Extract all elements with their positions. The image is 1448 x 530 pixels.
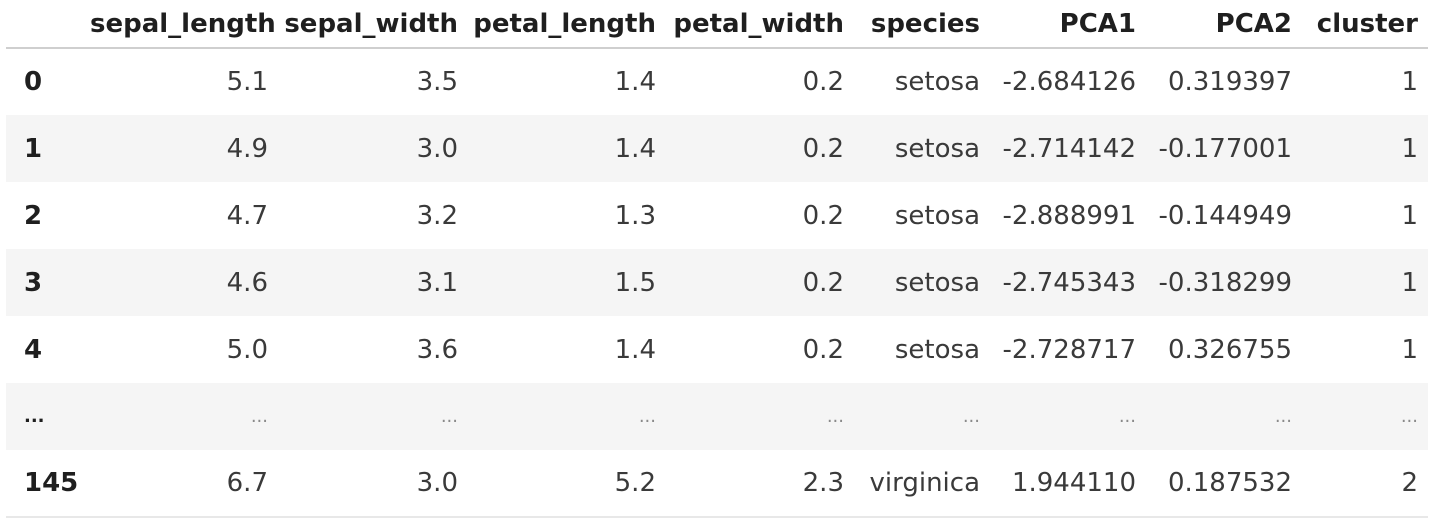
cell-species: setosa [894,334,980,365]
cell-cluster: 1 [1401,334,1418,365]
cell-species: setosa [894,267,980,298]
cell-petal-length: 1.4 [614,133,656,164]
cell-cluster: 1 [1401,267,1418,298]
cell-sepal-length: 6.7 [226,468,268,498]
cell-petal-length: 1.3 [614,200,656,231]
cell-petal-width: 0.2 [802,267,844,298]
cell-ellipsis: ... [826,406,844,427]
cell-sepal-length: 5.1 [226,67,268,97]
cell-pca1: 1.944110 [1011,468,1136,498]
cell-petal-width: 0.2 [802,334,844,365]
table-body: 0 5.1 3.5 1.4 0.2 setosa -2.684126 0.319… [6,48,1428,517]
cell-sepal-length: 5.0 [226,334,268,365]
table-row: 145 6.7 3.0 5.2 2.3 virginica 1.944110 0… [6,450,1428,517]
header-sepal-length: sepal_length [90,0,278,49]
cell-petal-length: 1.4 [614,67,656,97]
cell-sepal-width: 3.0 [416,468,458,498]
dataframe-output: sepal_length sepal_width petal_length pe… [6,0,1428,518]
cell-pca1: -2.745343 [1002,267,1136,298]
cell-species: setosa [894,133,980,164]
cell-petal-width: 0.2 [802,200,844,231]
cell-ellipsis: ... [1118,406,1136,427]
cell-cluster: 1 [1401,133,1418,164]
cell-pca2: 0.326755 [1167,334,1292,365]
table-row: 2 4.7 3.2 1.3 0.2 setosa -2.888991 -0.14… [6,182,1428,249]
cell-ellipsis: ... [1274,406,1292,427]
cell-petal-length: 1.5 [614,267,656,298]
cell-sepal-width: 3.6 [416,334,458,365]
header-row: sepal_length sepal_width petal_length pe… [6,0,1428,49]
cell-ellipsis: ... [1400,406,1418,427]
cell-ellipsis: ... [250,406,268,427]
cell-pca1: -2.728717 [1002,334,1136,365]
header-pca2: PCA2 [1146,0,1302,49]
cell-ellipsis: ... [638,406,656,427]
cell-sepal-width: 3.5 [416,67,458,97]
table-row: 0 5.1 3.5 1.4 0.2 setosa -2.684126 0.319… [6,48,1428,115]
table-header: sepal_length sepal_width petal_length pe… [6,0,1428,49]
cell-species: setosa [894,200,980,231]
row-index: 1 [24,133,43,164]
row-index: 145 [24,468,79,498]
header-sepal-width: sepal_width [278,0,468,49]
header-index [6,0,90,49]
row-index: 0 [24,67,43,97]
cell-pca2: -0.318299 [1158,267,1292,298]
header-pca1: PCA1 [990,0,1146,49]
cell-pca2: 0.319397 [1167,67,1292,97]
cell-sepal-width: 3.1 [416,267,458,298]
cell-sepal-length: 4.6 [226,267,268,298]
cell-sepal-length: 4.9 [226,133,268,164]
cell-cluster: 1 [1401,200,1418,231]
cell-pca1: -2.684126 [1002,67,1136,97]
header-petal-width: petal_width [666,0,854,49]
cell-ellipsis: ... [440,406,458,427]
header-petal-length: petal_length [468,0,666,49]
cell-sepal-width: 3.0 [416,133,458,164]
table-row: 1 4.9 3.0 1.4 0.2 setosa -2.714142 -0.17… [6,115,1428,182]
cell-species: setosa [894,67,980,97]
table-row: 4 5.0 3.6 1.4 0.2 setosa -2.728717 0.326… [6,316,1428,383]
cell-sepal-length: 4.7 [226,200,268,231]
cell-petal-width: 0.2 [802,133,844,164]
header-cluster: cluster [1302,0,1428,49]
row-index: 3 [24,267,43,298]
cell-petal-width: 2.3 [802,468,844,498]
cell-cluster: 1 [1401,67,1418,97]
cell-petal-length: 1.4 [614,334,656,365]
row-index-ellipsis: ... [24,406,45,427]
header-species: species [854,0,990,49]
table-row: 3 4.6 3.1 1.5 0.2 setosa -2.745343 -0.31… [6,249,1428,316]
row-index: 4 [24,334,43,365]
cell-petal-width: 0.2 [802,67,844,97]
cell-pca1: -2.714142 [1002,133,1136,164]
cell-species: virginica [869,468,981,498]
cell-pca1: -2.888991 [1002,200,1136,231]
cell-pca2: 0.187532 [1167,468,1292,498]
cell-pca2: -0.177001 [1158,133,1292,164]
cell-sepal-width: 3.2 [416,200,458,231]
cell-pca2: -0.144949 [1158,200,1292,231]
cell-ellipsis: ... [962,406,980,427]
dataframe-table: sepal_length sepal_width petal_length pe… [6,0,1428,518]
row-index: 2 [24,200,43,231]
cell-cluster: 2 [1401,468,1418,498]
ellipsis-row: ... ... ... ... ... ... ... ... ... [6,383,1428,450]
cell-petal-length: 5.2 [614,468,656,498]
